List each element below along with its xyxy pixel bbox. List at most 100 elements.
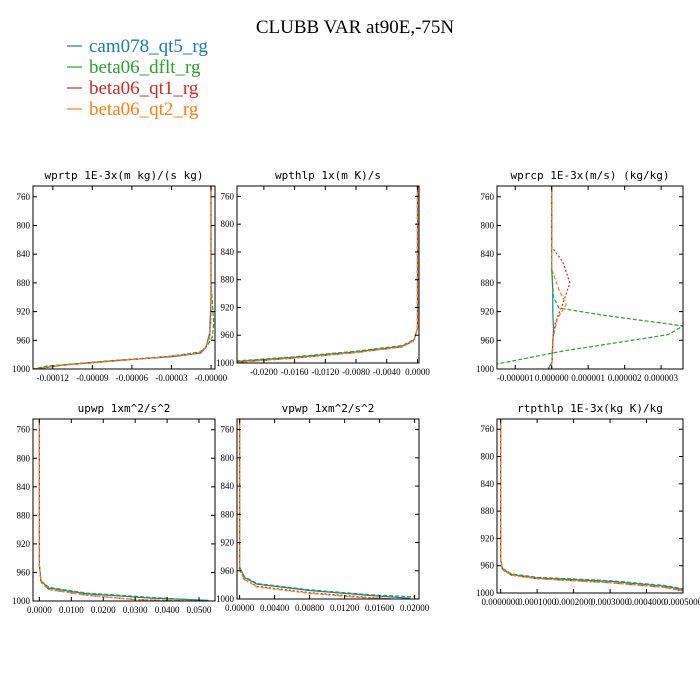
x-tick-label: 0.02000 [400,603,430,613]
y-tick-label: 920 [221,538,235,548]
panel-5: vpwp 1xm^2/s^276080084088092096010000.00… [216,402,430,613]
y-tick-label: 960 [221,566,235,576]
y-tick-label: 880 [17,278,31,288]
x-tick-label: -0.0080 [342,367,370,377]
y-tick-label: 1000 [12,364,31,374]
x-tick-label: 0.00000 [225,603,255,613]
figure-title: CLUBB VAR at90E,-75N [256,17,455,38]
series-group [237,186,419,363]
y-tick-label: 880 [221,275,235,285]
y-tick-label: 1000 [216,594,235,604]
series-line-beta06_dflt_rg [38,419,203,601]
y-tick-label: 840 [17,249,31,259]
series-line-beta06_qt1_rg [239,419,393,599]
series-line-beta06_qt2_rg [237,186,419,363]
series-line-beta06_qt1_rg [237,186,419,363]
y-tick-label: 840 [221,481,235,491]
panel-1: wprtp 1E-3x(m kg)/(s kg) 760 800 840 880 920 9… [12,169,228,383]
y-tick-label: 880 [481,278,495,288]
series-line-cam078_qt5_rg [239,419,411,599]
series-line-beta06_dflt_rg [497,186,683,365]
x-tick-label: 0.0300 [123,605,148,615]
y-tick-label: 800 [481,452,495,462]
y-tick-label: 760 [221,191,235,201]
y-tick-label: 760 [481,424,495,434]
x-tick-label: 0.01600 [365,603,395,613]
x-tick-label: 0.000003 [644,373,678,383]
y-tick-label: 920 [221,302,235,312]
x-tick-label: -0.0160 [281,367,309,377]
y-tick-label: 880 [221,509,235,519]
panel-title: upwp 1xm^2/s^2 [78,402,171,415]
plot-frame [32,185,216,370]
x-tick-label: -0.00012 [37,373,69,383]
x-tick-label: -0.00003 [155,373,188,383]
x-tick-label: 0.0500 [187,605,212,615]
x-tick-label: -0.00000 [195,373,228,383]
series-line-beta06_qt2_rg [500,419,683,592]
legend-label-beta06_qt1_rg: beta06_qt1_rg [89,78,199,99]
series-group [497,186,683,369]
y-tick-label: 840 [221,247,235,257]
y-tick-label: 920 [17,539,31,549]
y-tick-label: 800 [221,219,235,229]
plot-frame [496,185,684,370]
y-tick-label: 760 [17,192,31,202]
plot-frame [32,418,216,602]
series-group [239,419,415,599]
x-tick-label: 0.000000 [535,373,569,383]
y-tick-label: 1000 [216,358,235,368]
x-tick-label: 0.0000 [405,367,430,377]
x-tick-label: 0.0000000 [482,597,521,607]
x-tick-label: 0.00800 [295,603,325,613]
x-tick-label: -0.0120 [311,367,339,377]
x-tick-label: 0.000002 [608,373,642,383]
x-tick-label: -0.00009 [76,373,109,383]
y-tick-label: 880 [481,506,495,516]
series-group [38,419,209,601]
y-tick-label: 840 [481,479,495,489]
panels: wprtp 1E-3x(m kg)/(s kg) 760 800 840 880 920 9… [12,169,700,615]
x-tick-label: -0.0040 [373,367,401,377]
series-line-cam078_qt5_rg [38,419,209,601]
series-line-beta06_qt1_rg [551,186,571,369]
series-line-beta06_dflt_rg [33,186,215,369]
x-tick-label: 0.0005000 [664,597,700,607]
y-tick-label: 840 [17,482,31,492]
series-line-beta06_qt2_rg [36,186,212,369]
series-group [33,186,215,369]
y-tick-label: 760 [221,425,235,435]
y-tick-label: 1000 [476,588,495,598]
x-tick-label: 0.0400 [155,605,180,615]
y-tick-label: 920 [481,307,495,317]
x-tick-label: 0.0000 [27,605,52,615]
series-group [500,419,683,592]
legend-label-beta06_qt2_rg: beta06_qt2_rg [89,99,199,120]
x-tick-label: 0.0001000 [518,597,557,607]
x-tick-label: -0.00006 [116,373,149,383]
series-line-beta06_qt1_rg [36,186,212,369]
x-tick-label: -0.0200 [250,367,278,377]
y-tick-label: 800 [481,220,495,230]
x-tick-label: 0.00400 [260,603,290,613]
x-tick-label: 0.01200 [330,603,360,613]
x-tick-label: 0.000001 [571,373,605,383]
x-tick-label: 0.0003000 [591,597,630,607]
y-tick-label: 880 [17,510,31,520]
series-line-beta06_dflt_rg [239,419,415,598]
series-line-cam078_qt5_rg [500,419,683,591]
y-tick-label: 920 [481,533,495,543]
x-tick-label: 0.0004000 [627,597,666,607]
series-line-cam078_qt5_rg [35,186,212,369]
y-tick-label: 840 [481,249,495,259]
series-line-beta06_qt2_rg [551,186,567,369]
series-line-cam078_qt5_rg [237,186,419,363]
y-tick-label: 800 [17,453,31,463]
plot-frame [236,185,420,364]
y-tick-label: 960 [17,335,31,345]
x-tick-label: 0.0100 [59,605,84,615]
series-line-beta06_qt1_rg [38,419,193,601]
plot-frame [496,418,684,594]
panel-title: wprtp 1E-3x(m kg)/(s kg) [45,169,204,182]
